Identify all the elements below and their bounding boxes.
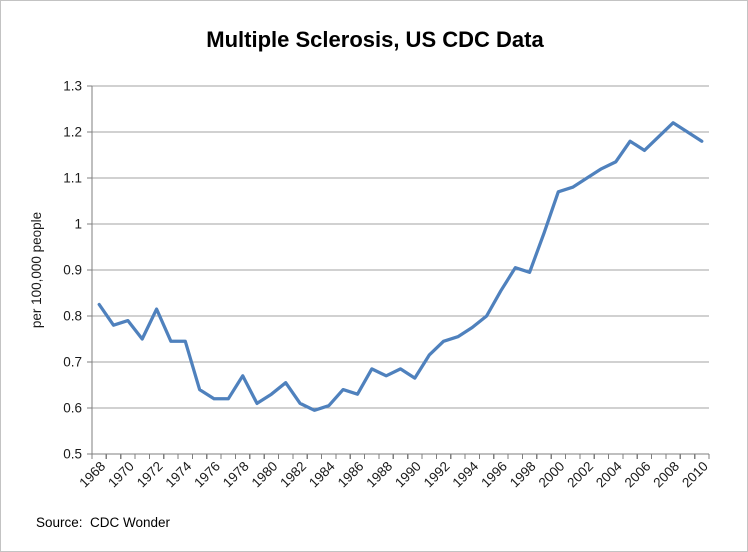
x-tick-label: 1984 <box>306 458 338 490</box>
x-tick-label: 1988 <box>363 459 395 491</box>
y-tick-label: 0.6 <box>63 401 82 416</box>
x-tick-label: 1990 <box>392 459 424 491</box>
y-tick-label: 1.1 <box>63 171 82 186</box>
x-tick-label: 2002 <box>564 459 596 491</box>
source-note: Source: CDC Wonder <box>36 515 171 530</box>
x-tick-label: 2006 <box>622 459 654 491</box>
x-tick-label: 1972 <box>134 459 166 491</box>
y-tick-label: 1 <box>74 217 82 232</box>
y-tick-label: 0.7 <box>63 355 82 370</box>
x-tick-label: 1970 <box>105 459 137 491</box>
x-tick-label: 1968 <box>76 459 108 491</box>
y-tick-label: 0.9 <box>63 263 82 278</box>
x-tick-label: 2010 <box>679 459 711 491</box>
x-tick-label: 1986 <box>335 459 367 491</box>
x-tick-label: 1976 <box>191 459 223 491</box>
x-tick-label: 1994 <box>450 458 482 490</box>
y-tick-label: 1.2 <box>63 125 82 140</box>
x-tick-label: 1996 <box>478 459 510 491</box>
x-tick-label: 1982 <box>277 459 309 491</box>
x-tick-label: 2000 <box>536 459 568 491</box>
x-tick-label: 1992 <box>421 459 453 491</box>
x-tick-label: 1980 <box>249 459 281 491</box>
x-tick-label: 2008 <box>650 459 682 491</box>
y-tick-label: 1.3 <box>63 79 82 94</box>
x-tick-label: 2004 <box>593 458 625 490</box>
x-tick-label: 1978 <box>220 459 252 491</box>
y-tick-label: 0.8 <box>63 309 82 324</box>
x-tick-label: 1974 <box>163 458 195 490</box>
data-series-line <box>97 121 704 412</box>
chart-title: Multiple Sclerosis, US CDC Data <box>206 27 544 52</box>
y-axis-title: per 100,000 people <box>29 212 44 328</box>
x-tick-label: 1998 <box>507 459 539 491</box>
y-tick-label: 0.5 <box>63 447 82 462</box>
